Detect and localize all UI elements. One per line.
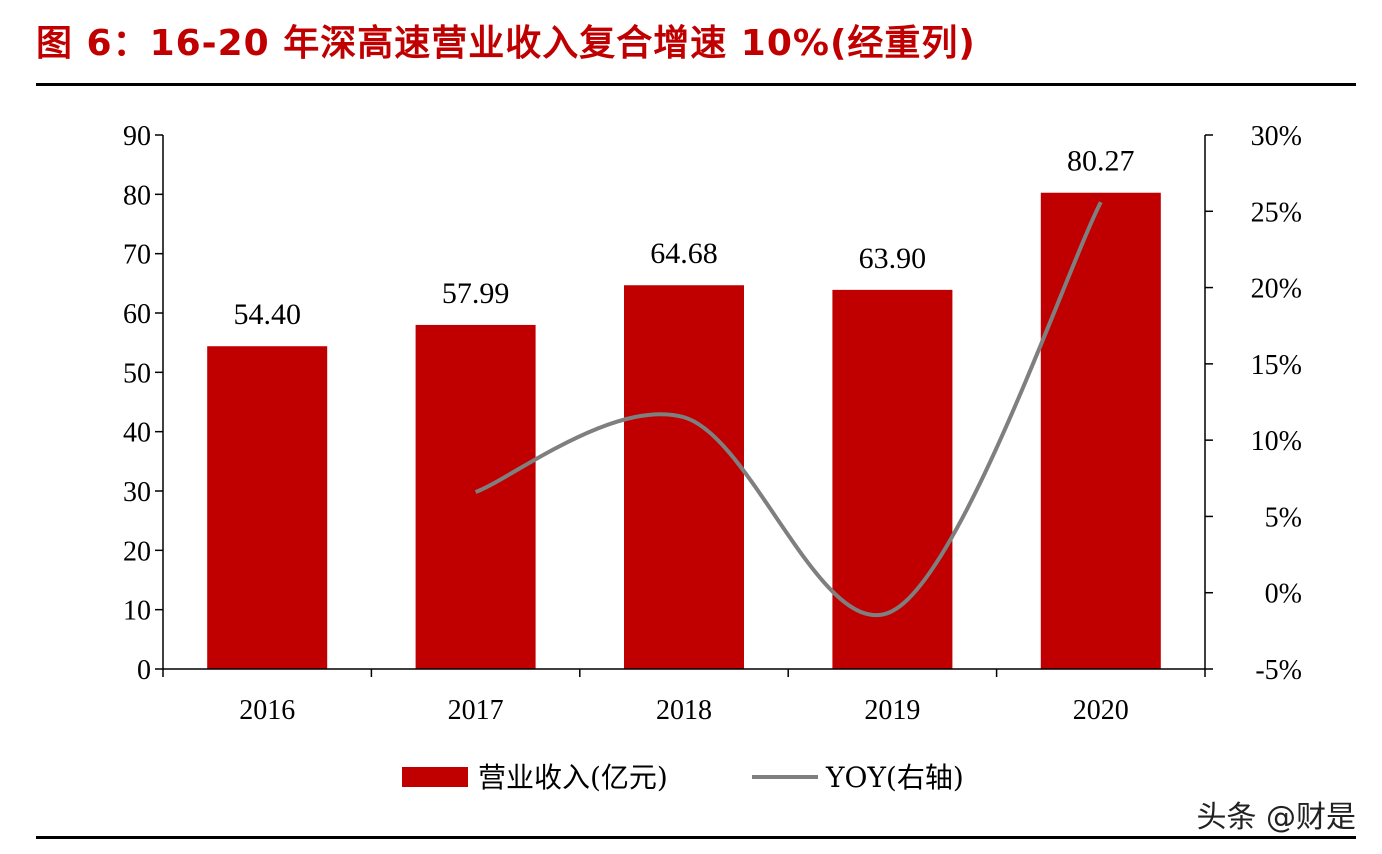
bar-2018 (624, 285, 744, 669)
x-tick-label: 2016 (239, 695, 295, 726)
left-tick-label: 50 (123, 358, 151, 389)
figure-title: 图 6：16-20 年深高速营业收入复合增速 10%(经重列) (36, 23, 976, 64)
right-tick-label: 10% (1251, 426, 1302, 457)
legend-line-label: YOY(右轴) (825, 761, 964, 794)
bar-label: 57.99 (442, 277, 510, 310)
left-tick-label: 60 (123, 299, 151, 330)
bar-label: 63.90 (859, 242, 927, 275)
right-tick-label: 30% (1251, 121, 1302, 152)
watermark: 头条 @财是 (1196, 800, 1356, 835)
bottom-rule (36, 836, 1356, 839)
top-rule (36, 83, 1356, 86)
bar-2017 (415, 324, 536, 669)
x-tick-label: 2018 (656, 695, 712, 726)
bar-label: 64.68 (650, 237, 718, 270)
right-tick-label: -5% (1255, 655, 1302, 686)
bar-label: 80.27 (1067, 145, 1135, 178)
right-tick-label: 5% (1265, 502, 1302, 533)
bar-2016 (207, 346, 328, 669)
right-tick-label: 25% (1251, 197, 1302, 228)
left-tick-label: 0 (137, 655, 151, 686)
left-tick-label: 40 (123, 418, 151, 449)
left-tick-label: 70 (123, 240, 151, 271)
left-tick-label: 80 (123, 180, 151, 211)
legend-bar-swatch (402, 767, 468, 787)
bar-label: 54.40 (233, 298, 301, 331)
bar-2020 (1040, 192, 1161, 670)
yoy-line (474, 201, 1103, 617)
left-tick-label: 30 (123, 477, 151, 508)
right-tick-label: 0% (1265, 579, 1302, 610)
left-tick-label: 90 (123, 121, 151, 152)
legend-bar-label: 营业收入(亿元) (478, 761, 668, 794)
right-tick-label: 15% (1251, 350, 1302, 381)
left-tick-label: 20 (123, 536, 151, 567)
x-tick-label: 2017 (448, 695, 504, 726)
left-tick-label: 10 (123, 596, 151, 627)
x-tick-label: 2020 (1073, 695, 1129, 726)
x-tick-label: 2019 (864, 695, 920, 726)
right-tick-label: 20% (1251, 274, 1302, 305)
